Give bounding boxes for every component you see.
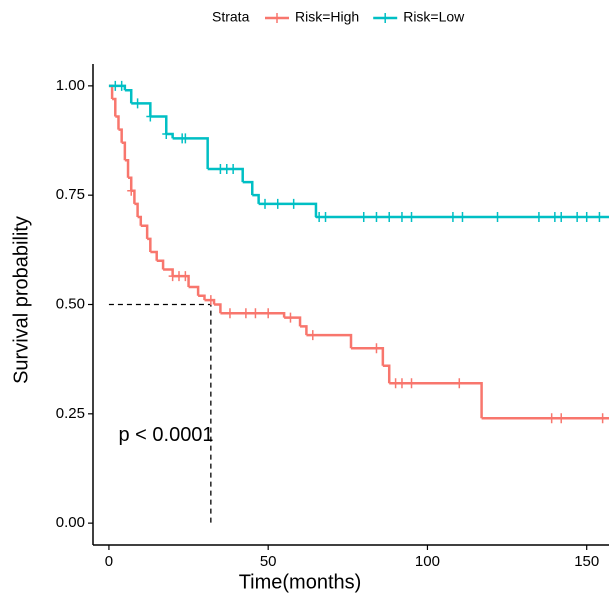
censor-mark	[229, 163, 238, 174]
x-tick-label: 100	[415, 553, 440, 570]
censor-mark	[146, 111, 155, 122]
censor-mark	[286, 312, 295, 323]
censor-mark	[117, 80, 126, 91]
survival-step	[124, 88, 133, 104]
censor-mark	[458, 212, 467, 223]
y-tick-label: 0.00	[56, 514, 85, 531]
legend-label: Risk=High	[295, 9, 359, 25]
survival-step	[115, 115, 120, 130]
survival-step	[389, 381, 483, 419]
survival-step	[172, 274, 190, 288]
survival-step	[382, 364, 391, 384]
x-tick-label: 50	[260, 553, 277, 570]
survival-step	[140, 224, 149, 239]
censor-mark	[385, 212, 394, 223]
censor-mark	[557, 212, 566, 223]
censor-mark	[372, 212, 381, 223]
censor-mark	[181, 133, 190, 144]
legend-label: Risk=Low	[403, 9, 465, 25]
censor-mark	[225, 308, 234, 319]
survival-step	[147, 237, 152, 253]
survival-step	[118, 128, 123, 143]
censor-mark	[595, 212, 604, 223]
survival-step	[121, 141, 127, 161]
survival-step	[112, 97, 117, 117]
censor-mark	[455, 378, 464, 389]
survival-step	[258, 202, 318, 218]
survival-step	[134, 202, 139, 218]
censor-mark	[573, 212, 582, 223]
censor-mark	[241, 308, 250, 319]
survival-step	[163, 268, 174, 277]
x-axis-label: Time(months)	[239, 571, 362, 593]
survival-step	[207, 167, 244, 183]
survival-step	[220, 311, 286, 318]
median-line	[108, 303, 212, 524]
y-tick-label: 0.75	[56, 186, 85, 203]
censor-mark	[397, 378, 406, 389]
censor-mark	[534, 212, 543, 223]
survival-step	[351, 346, 385, 366]
survival-step	[131, 102, 152, 117]
censor-mark	[264, 308, 273, 319]
x-tick-label: 0	[105, 553, 113, 570]
survival-step	[108, 84, 114, 99]
survival-step	[124, 158, 130, 178]
x-tick-label: 150	[574, 553, 599, 570]
censor-mark	[162, 128, 171, 139]
survival-step	[150, 115, 168, 134]
censor-mark	[547, 413, 556, 424]
censor-mark	[407, 212, 416, 223]
y-tick-label: 1.00	[56, 77, 85, 94]
survival-step	[306, 333, 353, 349]
censor-mark	[407, 378, 416, 389]
censor-mark	[397, 212, 406, 223]
censor-mark	[251, 308, 260, 319]
censor-mark	[582, 212, 591, 223]
survival-step	[284, 316, 302, 327]
censor-mark	[261, 198, 269, 209]
censor-mark	[308, 330, 317, 341]
survival-step	[156, 259, 165, 270]
censor-mark	[206, 295, 215, 306]
censor-mark	[181, 271, 190, 282]
legend-title: Strata	[212, 9, 250, 25]
survival-step	[214, 303, 222, 314]
censor-mark	[321, 212, 330, 223]
annotation: p < 0.0001	[118, 424, 213, 446]
y-tick-label: 0.25	[56, 405, 85, 422]
survival-step	[242, 180, 254, 196]
censor-mark	[372, 343, 381, 354]
censor-mark	[127, 185, 136, 196]
censor-mark	[493, 212, 502, 223]
survival-step	[137, 215, 143, 226]
y-axis-label: Survival probability	[10, 216, 32, 384]
survival-step	[150, 250, 158, 261]
survival-step	[198, 294, 206, 301]
censor-mark	[448, 212, 457, 223]
survival-step	[188, 285, 200, 296]
censor-mark	[598, 413, 607, 424]
survival-step	[172, 137, 209, 169]
censor-mark	[273, 198, 282, 209]
censor-mark	[289, 198, 298, 209]
censor-mark	[133, 98, 142, 109]
survival-step	[300, 325, 308, 336]
survival-step	[252, 193, 260, 204]
y-tick-label: 0.50	[56, 295, 85, 312]
censor-mark	[359, 212, 368, 223]
censor-mark	[557, 413, 566, 424]
